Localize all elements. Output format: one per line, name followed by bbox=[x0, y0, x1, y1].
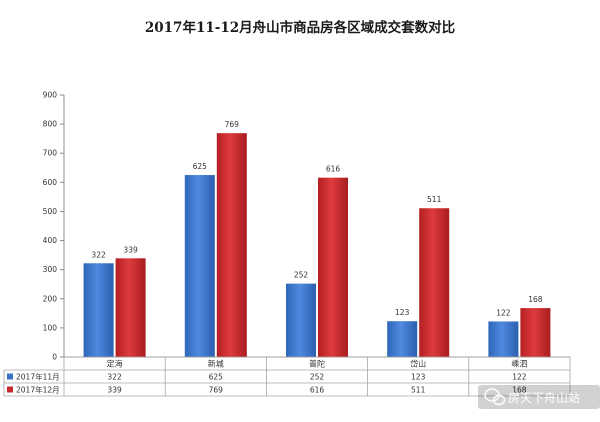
bar-nov-3 bbox=[387, 321, 418, 357]
y-tick-label: 100 bbox=[43, 323, 58, 332]
table-cell: 339 bbox=[107, 386, 122, 395]
table-cell: 252 bbox=[310, 373, 325, 382]
legend-swatch bbox=[7, 386, 13, 393]
y-tick-label: 900 bbox=[43, 91, 58, 100]
data-label: 322 bbox=[91, 250, 106, 259]
table-cell: 616 bbox=[310, 386, 325, 395]
bar-dec-3 bbox=[419, 208, 450, 357]
data-label: 122 bbox=[496, 308, 511, 317]
legend-label: 2017年12月 bbox=[16, 385, 60, 395]
y-tick-label: 0 bbox=[52, 353, 57, 362]
y-tick-label: 500 bbox=[43, 207, 58, 216]
data-label: 625 bbox=[193, 162, 208, 171]
bar-dec-2 bbox=[318, 177, 348, 357]
bar-nov-1 bbox=[184, 175, 215, 357]
bar-dec-0 bbox=[115, 258, 146, 357]
data-label: 252 bbox=[294, 271, 309, 280]
x-tick-label: 新城 bbox=[208, 359, 224, 369]
table-cell: 122 bbox=[512, 373, 527, 382]
table-cell: 168 bbox=[512, 386, 527, 395]
y-tick-label: 600 bbox=[43, 178, 58, 187]
x-tick-label: 岱山 bbox=[410, 359, 426, 369]
bar-nov-2 bbox=[286, 283, 316, 357]
bar-dec-1 bbox=[216, 133, 247, 357]
table-cell: 625 bbox=[209, 373, 224, 382]
data-label: 123 bbox=[395, 308, 410, 317]
chart-title: 2017年11-12月舟山市商品房各区域成交套数对比 bbox=[145, 19, 455, 36]
data-label: 168 bbox=[528, 295, 543, 304]
y-tick-label: 800 bbox=[43, 120, 58, 129]
y-tick-label: 400 bbox=[43, 236, 58, 245]
bar-nov-4 bbox=[488, 321, 519, 357]
table-cell: 769 bbox=[209, 386, 224, 395]
y-tick-label: 200 bbox=[43, 294, 58, 303]
data-label: 511 bbox=[427, 195, 442, 204]
bar-dec-4 bbox=[520, 308, 551, 357]
watermark: 房天下舟山站 bbox=[478, 385, 600, 409]
table-cell: 511 bbox=[411, 386, 426, 395]
bars bbox=[83, 133, 551, 357]
y-tick-label: 700 bbox=[43, 149, 58, 158]
x-tick-label: 普陀 bbox=[309, 359, 325, 369]
data-label: 769 bbox=[225, 120, 240, 129]
data-labels: 322 339 625 769 252 616 123 511 122 168 bbox=[91, 120, 542, 317]
table-cell: 322 bbox=[107, 373, 122, 382]
legend-swatch bbox=[7, 373, 13, 380]
y-tick-label: 300 bbox=[43, 265, 58, 274]
watermark-backdrop bbox=[478, 385, 600, 409]
table-cell: 123 bbox=[411, 373, 426, 382]
wechat-icon bbox=[484, 388, 506, 406]
data-label: 616 bbox=[326, 165, 341, 174]
watermark-text: 房天下舟山站 bbox=[508, 390, 580, 405]
x-tick-label: 定海 bbox=[107, 359, 123, 369]
legend-label: 2017年11月 bbox=[16, 372, 60, 382]
data-table: 定海 新城 普陀 岱山 嵊泗 2017年11月 322 625 252 123 122 2017年12… bbox=[3, 356, 571, 397]
bar-nov-0 bbox=[83, 263, 114, 357]
data-label: 339 bbox=[123, 245, 138, 254]
x-tick-label: 嵊泗 bbox=[511, 359, 527, 369]
